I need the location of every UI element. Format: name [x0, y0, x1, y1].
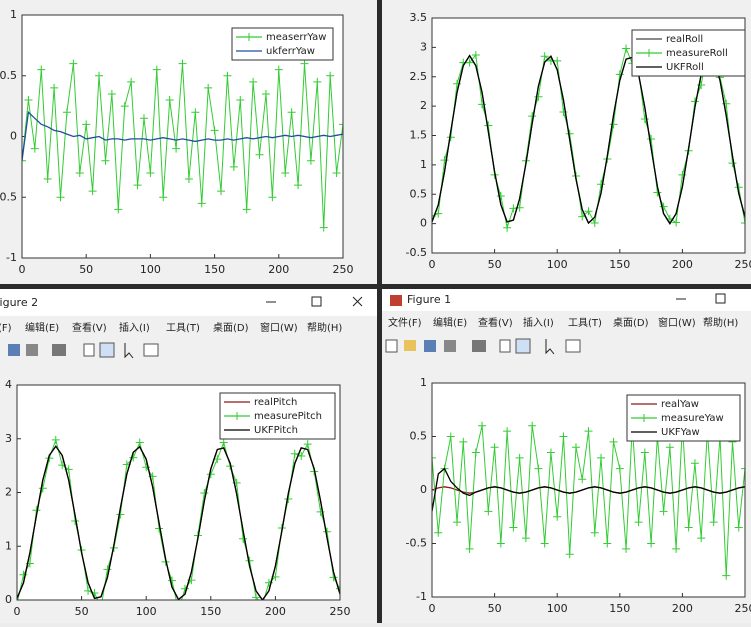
legend-label: realPitch	[254, 397, 297, 408]
y-tick-label: 2	[420, 99, 427, 112]
y-tick-label: 1.5	[410, 129, 428, 142]
y-tick-label: 3	[420, 40, 427, 53]
x-tick-label: 100	[547, 602, 568, 615]
legend-label: UKFPitch	[254, 425, 298, 436]
menu-item[interactable]: 查看(V)	[478, 316, 513, 329]
tool-icon[interactable]	[8, 344, 20, 356]
tool-icon[interactable]	[500, 340, 510, 352]
x-tick-label: 250	[333, 263, 354, 276]
x-tick-label: 50	[79, 263, 93, 276]
x-tick-label: 150	[609, 258, 630, 271]
legend-label: measureRoll	[666, 48, 728, 59]
legend-label: ukferrYaw	[266, 46, 315, 57]
y-tick-label: -0.5	[406, 246, 427, 259]
x-tick-label: 50	[488, 602, 502, 615]
y-tick-label: 1	[10, 8, 17, 21]
menu-item[interactable]: 工具(T)	[166, 322, 200, 334]
y-tick-label: -0.5	[0, 190, 17, 203]
x-tick-label: 150	[609, 602, 630, 615]
x-tick-label: 150	[204, 263, 225, 276]
menu-item[interactable]: 窗口(W)	[658, 316, 696, 329]
tool-icon[interactable]	[424, 340, 436, 352]
menu-item[interactable]: 编辑(E)	[25, 321, 59, 334]
legend-label: UKFRoll	[666, 62, 704, 73]
y-tick-label: 4	[5, 378, 12, 391]
menu-item[interactable]: 桌面(D)	[613, 316, 649, 329]
x-tick-label: 150	[200, 605, 221, 618]
tool-icon[interactable]	[100, 343, 114, 357]
x-tick-label: 100	[547, 258, 568, 271]
y-tick-label: 1	[420, 158, 427, 171]
menu-item[interactable]: 工具(T)	[568, 317, 602, 329]
legend-label: realRoll	[666, 34, 703, 45]
menu-item[interactable]: 帮助(H)	[307, 321, 342, 334]
menu-item[interactable]: 桌面(D)	[213, 321, 249, 334]
y-tick-label: 0	[420, 217, 427, 230]
y-tick-label: 0.5	[410, 430, 428, 443]
x-tick-label: 200	[265, 605, 286, 618]
y-tick-label: 0	[5, 593, 12, 606]
tool-icon[interactable]	[84, 344, 94, 356]
legend-label: UKFYaw	[661, 427, 700, 438]
legend-label: measerrYaw	[266, 32, 326, 43]
y-tick-label: 2	[5, 486, 12, 499]
y-tick-label: -0.5	[406, 537, 427, 550]
x-tick-label: 0	[429, 602, 436, 615]
legend-label: realYaw	[661, 399, 699, 410]
y-tick-label: 3	[5, 432, 12, 445]
y-tick-label: 1	[5, 539, 12, 552]
y-tick-label: 1	[420, 376, 427, 389]
x-tick-label: 200	[672, 258, 693, 271]
tool-icon[interactable]	[386, 340, 397, 352]
tool-icon[interactable]	[26, 344, 38, 356]
tool-icon[interactable]	[472, 340, 486, 352]
menu-item[interactable]: 文件(F)	[0, 321, 12, 334]
y-tick-label: -1	[416, 590, 427, 603]
x-tick-label: 50	[75, 605, 89, 618]
x-tick-label: 250	[330, 605, 351, 618]
x-tick-label: 250	[735, 602, 751, 615]
tool-icon[interactable]	[404, 340, 416, 351]
x-tick-label: 0	[14, 605, 21, 618]
menu-item[interactable]: 插入(I)	[119, 321, 150, 334]
title-bar	[0, 289, 377, 316]
x-tick-label: 0	[429, 258, 436, 271]
y-tick-label: 0.5	[0, 69, 17, 82]
divider	[0, 284, 751, 289]
menu-item[interactable]: 帮助(H)	[703, 316, 738, 329]
menu-item[interactable]: 文件(F)	[388, 316, 422, 329]
legend-label: measureYaw	[661, 413, 724, 424]
x-tick-label: 0	[19, 263, 26, 276]
x-tick-label: 50	[488, 258, 502, 271]
tool-icon[interactable]	[52, 344, 66, 356]
menu-item[interactable]: 窗口(W)	[260, 321, 298, 334]
menu-item[interactable]: 查看(V)	[72, 321, 107, 334]
x-tick-label: 250	[735, 258, 751, 271]
app-icon	[390, 295, 402, 306]
x-tick-label: 200	[268, 263, 289, 276]
window-title: Figure 2	[0, 296, 38, 309]
tool-icon[interactable]	[144, 344, 158, 356]
y-tick-label: 0	[420, 483, 427, 496]
y-tick-label: 2.5	[410, 70, 428, 83]
y-tick-label: 0	[10, 130, 17, 143]
x-tick-label: 100	[136, 605, 157, 618]
menu-item[interactable]: 编辑(E)	[433, 316, 467, 329]
tool-icon[interactable]	[444, 340, 456, 352]
y-tick-label: 0.5	[410, 187, 428, 200]
x-tick-label: 200	[672, 602, 693, 615]
x-tick-label: 100	[140, 263, 161, 276]
window-title: Figure 1	[407, 293, 451, 306]
divider	[377, 0, 382, 623]
legend-label: measurePitch	[254, 411, 322, 422]
y-tick-label: 3.5	[410, 11, 428, 24]
tool-icon[interactable]	[516, 339, 530, 353]
y-tick-label: -1	[6, 251, 17, 264]
menu-item[interactable]: 插入(I)	[523, 316, 554, 329]
tool-icon[interactable]	[566, 340, 580, 352]
